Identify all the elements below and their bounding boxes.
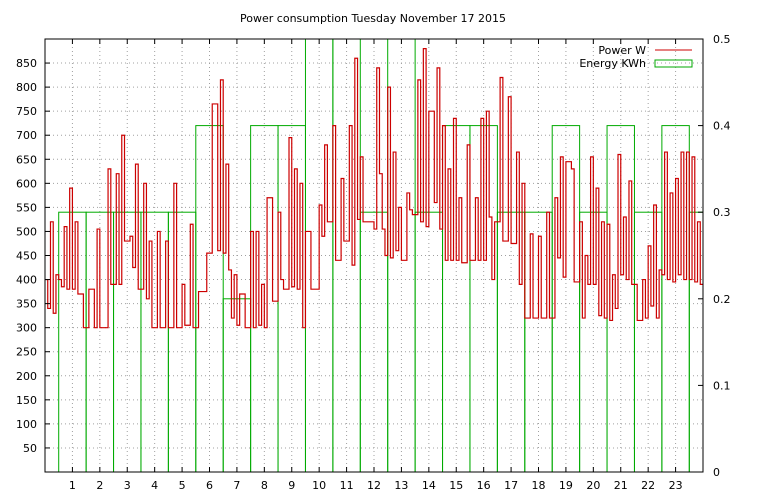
x-tick-label: 7	[233, 479, 240, 492]
y-left-tick-label: 300	[16, 322, 37, 335]
x-tick-label: 9	[288, 479, 295, 492]
y-left-tick-label: 400	[16, 274, 37, 287]
y-left-tick-label: 100	[16, 418, 37, 431]
energy-bar	[688, 211, 704, 473]
y-left-tick-label: 850	[16, 57, 37, 70]
x-tick-label: 3	[124, 479, 131, 492]
y-left-tick-label: 750	[16, 105, 37, 118]
x-tick-label: 14	[422, 479, 436, 492]
y-left-tick-label: 550	[16, 201, 37, 214]
x-tick-label: 5	[179, 479, 186, 492]
legend-energy-label: Energy KWh	[579, 57, 646, 70]
y-right-tick-label: 0.1	[713, 379, 731, 392]
x-tick-label: 23	[669, 479, 683, 492]
y-left-tick-label: 150	[16, 394, 37, 407]
x-tick-label: 17	[504, 479, 518, 492]
chart-title: Power consumption Tuesday November 17 20…	[240, 12, 506, 25]
y-left-tick-label: 250	[16, 346, 37, 359]
energy-kwh-series	[58, 38, 704, 473]
x-tick-label: 20	[586, 479, 600, 492]
y-left-tick-label: 450	[16, 250, 37, 263]
y-right-tick-label: 0.3	[713, 206, 731, 219]
x-tick-label: 2	[96, 479, 103, 492]
x-tick-label: 21	[614, 479, 628, 492]
x-tick-label: 13	[394, 479, 408, 492]
energy-bar	[661, 125, 690, 473]
y-axis-right: 0 0.1 0.2 0.3 0.4 0.5	[698, 33, 731, 479]
x-tick-label: 6	[206, 479, 213, 492]
y-right-tick-label: 0.2	[713, 293, 731, 306]
legend-energy-swatch	[654, 59, 693, 68]
x-tick-label: 22	[641, 479, 655, 492]
y-left-tick-label: 200	[16, 370, 37, 383]
x-tick-label: 19	[559, 479, 573, 492]
y-right-tick-label: 0	[713, 466, 720, 479]
y-right-tick-label: 0.5	[713, 33, 731, 46]
y-left-tick-label: 500	[16, 225, 37, 238]
x-tick-label: 10	[312, 479, 326, 492]
legend-power-label: Power W	[598, 44, 646, 57]
x-tick-label: 18	[532, 479, 546, 492]
x-tick-label: 8	[261, 479, 268, 492]
legend: Power W Energy KWh	[579, 44, 693, 70]
power-w-series	[45, 48, 703, 329]
y-left-tick-label: 650	[16, 153, 37, 166]
y-left-tick-label: 350	[16, 298, 37, 311]
y-left-tick-label: 700	[16, 129, 37, 142]
y-left-tick-label: 800	[16, 81, 37, 94]
x-tick-label: 11	[340, 479, 354, 492]
x-axis: 1 2 3 4 5 6 7 8 9 10 11 12 13 14 15 16 17 18 19 20 21 22 23	[69, 39, 683, 492]
power-line	[45, 48, 703, 329]
x-tick-label: 12	[367, 479, 381, 492]
x-tick-label: 4	[151, 479, 158, 492]
y-axis-left: 50 100 150 200 250 300 350 400 450 500 550 600 650 70…	[16, 57, 50, 455]
energy-bar	[195, 125, 224, 473]
y-left-tick-label: 50	[23, 442, 37, 455]
x-tick-label: 15	[449, 479, 463, 492]
x-tick-label: 16	[477, 479, 491, 492]
y-left-tick-label: 600	[16, 177, 37, 190]
y-right-tick-label: 0.4	[713, 120, 731, 133]
x-tick-label: 1	[69, 479, 76, 492]
